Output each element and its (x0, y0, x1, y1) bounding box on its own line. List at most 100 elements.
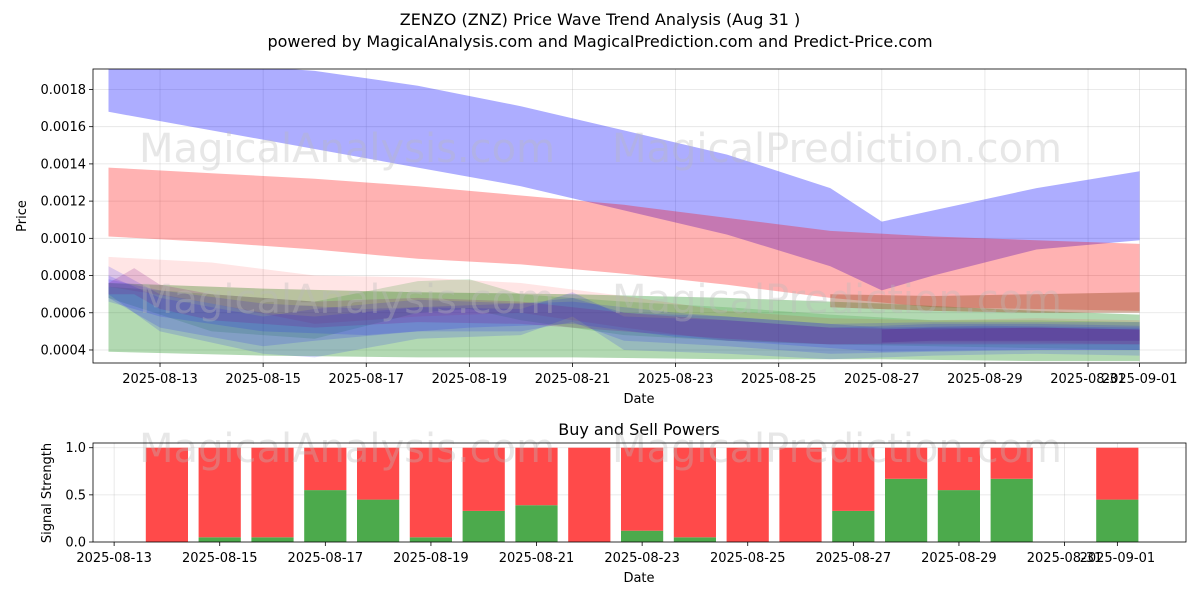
signal-panel: Buy and Sell Powers MagicalAnalysis.com … (40, 420, 1187, 586)
price-x-tick-label: 2025-08-29 (947, 372, 1023, 387)
signal-y-tick-label: 0.5 (65, 488, 86, 503)
buy-bar (198, 537, 241, 542)
price-x-tick-label: 2025-08-21 (535, 372, 611, 387)
watermark-prediction: MagicalPrediction.com (612, 126, 1062, 172)
watermark-analysis-3: MagicalAnalysis.com (139, 426, 555, 472)
price-y-tick-label: 0.0004 (41, 343, 87, 358)
buy-bar (462, 510, 505, 542)
buy-bar (673, 537, 716, 542)
price-y-ticks: 0.0004 0.0006 0.0008 0.0010 0.0012 0.0014 0.00… (41, 83, 93, 358)
price-y-tick-label: 0.0014 (41, 157, 87, 172)
price-x-axis-label: Date (623, 392, 654, 407)
signal-y-tick-label: 1.0 (65, 441, 86, 456)
price-wave-band (108, 266, 1140, 360)
sell-bar (198, 447, 241, 538)
price-wave-band (108, 268, 1140, 345)
buy-bar (990, 478, 1033, 542)
price-gridlines (93, 69, 1186, 363)
signal-x-tick-label: 2025-08-23 (604, 551, 680, 566)
sell-bar (832, 447, 875, 511)
buy-bar (937, 490, 980, 542)
signal-y-axis-label: Signal Strength (40, 443, 55, 543)
sell-bar (885, 447, 928, 479)
buy-bar (885, 478, 928, 542)
sell-bar (304, 447, 347, 491)
buy-bar (304, 490, 347, 542)
price-x-tick-label: 2025-08-31 (1050, 372, 1126, 387)
signal-plot-frame (92, 442, 1187, 543)
signal-x-axis-label: Date (623, 571, 654, 586)
watermark-prediction-2: MagicalPrediction.com (612, 277, 1062, 323)
price-plot-frame (92, 68, 1187, 364)
price-wave-band (108, 283, 1140, 362)
watermark-analysis: MagicalAnalysis.com (139, 126, 555, 172)
price-panel: MagicalAnalysis.com MagicalPrediction.co… (15, 68, 1187, 407)
price-wave-band (108, 167, 1140, 311)
price-x-tick-label: 2025-08-23 (638, 372, 714, 387)
watermark-prediction-3: MagicalPrediction.com (612, 426, 1062, 472)
price-y-tick-label: 0.0008 (41, 269, 87, 284)
signal-x-tick-label: 2025-08-29 (921, 551, 997, 566)
signal-x-ticks: 2025-08-13 2025-08-15 2025-08-17 2025-08-19… (76, 542, 1155, 566)
chart-subtitle: powered by MagicalAnalysis.com and Magic… (267, 32, 933, 51)
price-wave-band (108, 275, 1140, 354)
sell-bar (1096, 447, 1139, 500)
signal-bars (145, 447, 1139, 542)
price-y-axis-label: Price (15, 200, 30, 232)
sell-bar (673, 447, 716, 538)
sell-bar (145, 447, 188, 542)
buy-bar (1096, 499, 1139, 542)
price-wave-band (830, 292, 1140, 313)
price-y-tick-label: 0.0010 (41, 232, 87, 247)
buy-bar (357, 499, 400, 542)
price-wave-bands (108, 69, 1140, 362)
price-x-ticks: 2025-08-13 2025-08-15 2025-08-17 2025-08-19… (122, 363, 1177, 387)
signal-y-ticks: 0.0 0.5 1.0 (65, 441, 93, 551)
buy-bar (832, 510, 875, 542)
price-y-tick-label: 0.0006 (41, 306, 87, 321)
signal-x-tick-label: 2025-08-21 (499, 551, 575, 566)
price-y-tick-label: 0.0012 (41, 195, 87, 210)
price-wave-band (108, 69, 1140, 291)
sell-bar (568, 447, 611, 542)
buy-bar (251, 537, 294, 542)
buy-bar (409, 537, 452, 542)
price-x-tick-label: 2025-09-01 (1102, 372, 1178, 387)
price-wave-band (881, 327, 1140, 343)
sell-bar (251, 447, 294, 538)
price-wave-band (108, 279, 1140, 352)
price-x-tick-label: 2025-08-25 (741, 372, 817, 387)
sell-bar (357, 447, 400, 500)
signal-x-tick-label: 2025-08-13 (76, 551, 152, 566)
signal-x-tick-label: 2025-08-27 (816, 551, 892, 566)
sell-bar (726, 447, 769, 542)
sell-bar (462, 447, 505, 511)
signal-x-tick-label: 2025-09-01 (1080, 551, 1156, 566)
sell-bar (990, 447, 1033, 479)
signal-x-tick-label: 2025-08-25 (710, 551, 786, 566)
price-x-tick-label: 2025-08-15 (225, 372, 301, 387)
price-x-tick-label: 2025-08-13 (122, 372, 198, 387)
signal-panel-title: Buy and Sell Powers (558, 420, 720, 439)
price-wave-band (108, 279, 1140, 350)
signal-x-tick-label: 2025-08-17 (288, 551, 364, 566)
sell-bar (515, 447, 558, 506)
buy-bar (515, 505, 558, 542)
chart-title: ZENZO (ZNZ) Price Wave Trend Analysis (A… (399, 10, 801, 29)
sell-bar (937, 447, 980, 491)
signal-x-tick-label: 2025-08-31 (1027, 551, 1103, 566)
price-y-tick-label: 0.0018 (41, 83, 87, 98)
signal-y-tick-label: 0.0 (65, 536, 86, 551)
watermark-analysis-2: MagicalAnalysis.com (139, 277, 555, 323)
sell-bar (779, 447, 822, 542)
price-y-tick-label: 0.0016 (41, 120, 87, 135)
signal-x-tick-label: 2025-08-15 (182, 551, 258, 566)
price-x-tick-label: 2025-08-17 (328, 372, 404, 387)
sell-bar (621, 447, 664, 531)
signal-x-tick-label: 2025-08-19 (393, 551, 469, 566)
sell-bar (409, 447, 452, 538)
price-x-tick-label: 2025-08-19 (432, 372, 508, 387)
price-wave-band (108, 256, 1140, 345)
buy-bar (621, 530, 664, 542)
